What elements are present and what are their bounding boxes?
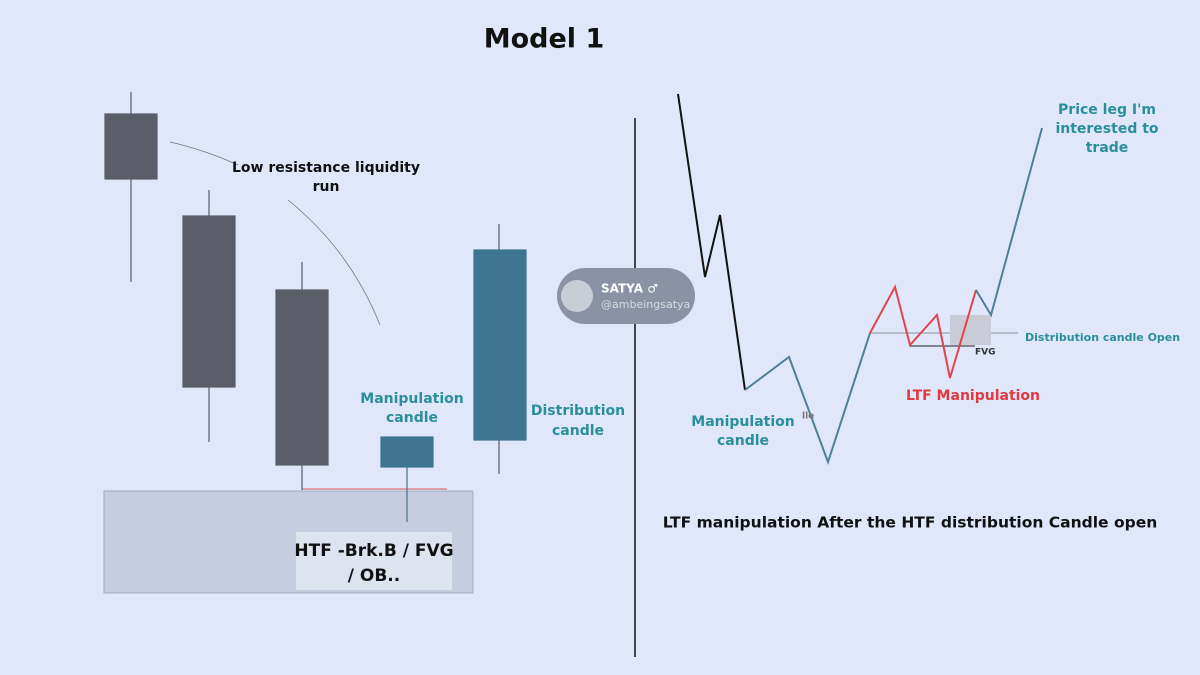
arc (169, 141, 239, 166)
zone-label-box (296, 532, 452, 590)
label: Distribution (531, 403, 625, 419)
label: Manipulation (691, 414, 794, 430)
label: candle (386, 410, 438, 426)
ltf-manipulation-path (869, 284, 977, 379)
label: candle (552, 423, 604, 439)
label: Manipulation (360, 391, 463, 407)
fvg-label: FVG (975, 348, 996, 358)
price-path (677, 93, 746, 391)
label: Distribution candle Open (1025, 331, 1180, 344)
candle (275, 289, 329, 466)
zone-label: HTF -Brk.B / FVG (294, 541, 453, 561)
price-path (975, 127, 1043, 318)
label: interested to (1055, 121, 1158, 137)
label: candle (717, 433, 769, 449)
badge-handle: @ambeingsatya (601, 298, 690, 311)
partial-text: lle (802, 412, 814, 422)
label: Price leg I'm (1058, 102, 1156, 118)
caption: LTF manipulation After the HTF distribut… (663, 514, 1158, 532)
distribution-candle (473, 249, 527, 441)
badge-name: SATYA ♂ (601, 282, 658, 296)
label: Low resistance liquidity (232, 160, 420, 176)
avatar (561, 280, 593, 312)
badge (557, 268, 695, 324)
teal-candles (380, 224, 527, 522)
label: LTF Manipulation (906, 388, 1040, 404)
zone-label: / OB.. (348, 566, 400, 586)
fvg-box (950, 315, 991, 345)
title: Model 1 (484, 24, 605, 55)
candles (104, 92, 329, 490)
arc (287, 199, 381, 326)
label: run (313, 179, 340, 195)
manipulation-candle (380, 436, 434, 468)
candle (182, 215, 236, 388)
candle (104, 113, 158, 180)
label: trade (1086, 140, 1129, 156)
price-path (744, 332, 871, 466)
